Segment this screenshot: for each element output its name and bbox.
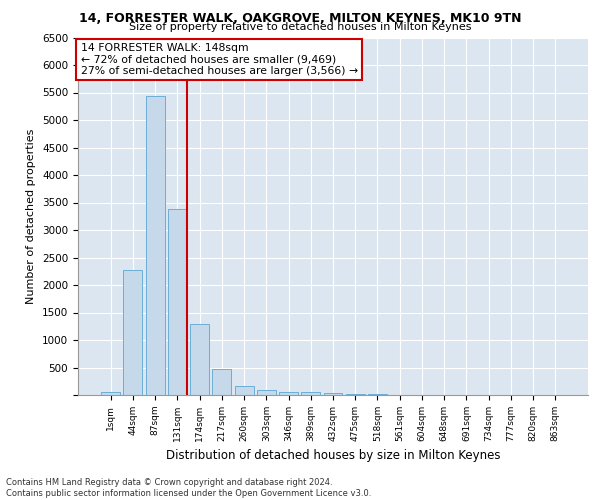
- Bar: [301, 392, 320, 395]
- Bar: [235, 386, 254, 395]
- Text: 14, FORRESTER WALK, OAKGROVE, MILTON KEYNES, MK10 9TN: 14, FORRESTER WALK, OAKGROVE, MILTON KEY…: [79, 12, 521, 26]
- Bar: [101, 392, 120, 395]
- Bar: [279, 392, 298, 395]
- Bar: [168, 209, 187, 395]
- Text: Size of property relative to detached houses in Milton Keynes: Size of property relative to detached ho…: [129, 22, 471, 32]
- Y-axis label: Number of detached properties: Number of detached properties: [26, 128, 37, 304]
- Bar: [124, 270, 142, 395]
- Text: Contains HM Land Registry data © Crown copyright and database right 2024.
Contai: Contains HM Land Registry data © Crown c…: [6, 478, 371, 498]
- X-axis label: Distribution of detached houses by size in Milton Keynes: Distribution of detached houses by size …: [166, 450, 500, 462]
- Bar: [146, 96, 164, 395]
- Bar: [346, 394, 365, 395]
- Bar: [368, 394, 387, 395]
- Bar: [190, 324, 209, 395]
- Bar: [212, 368, 231, 395]
- Bar: [323, 394, 343, 395]
- Bar: [257, 390, 276, 395]
- Text: 14 FORRESTER WALK: 148sqm
← 72% of detached houses are smaller (9,469)
27% of se: 14 FORRESTER WALK: 148sqm ← 72% of detac…: [80, 43, 358, 76]
